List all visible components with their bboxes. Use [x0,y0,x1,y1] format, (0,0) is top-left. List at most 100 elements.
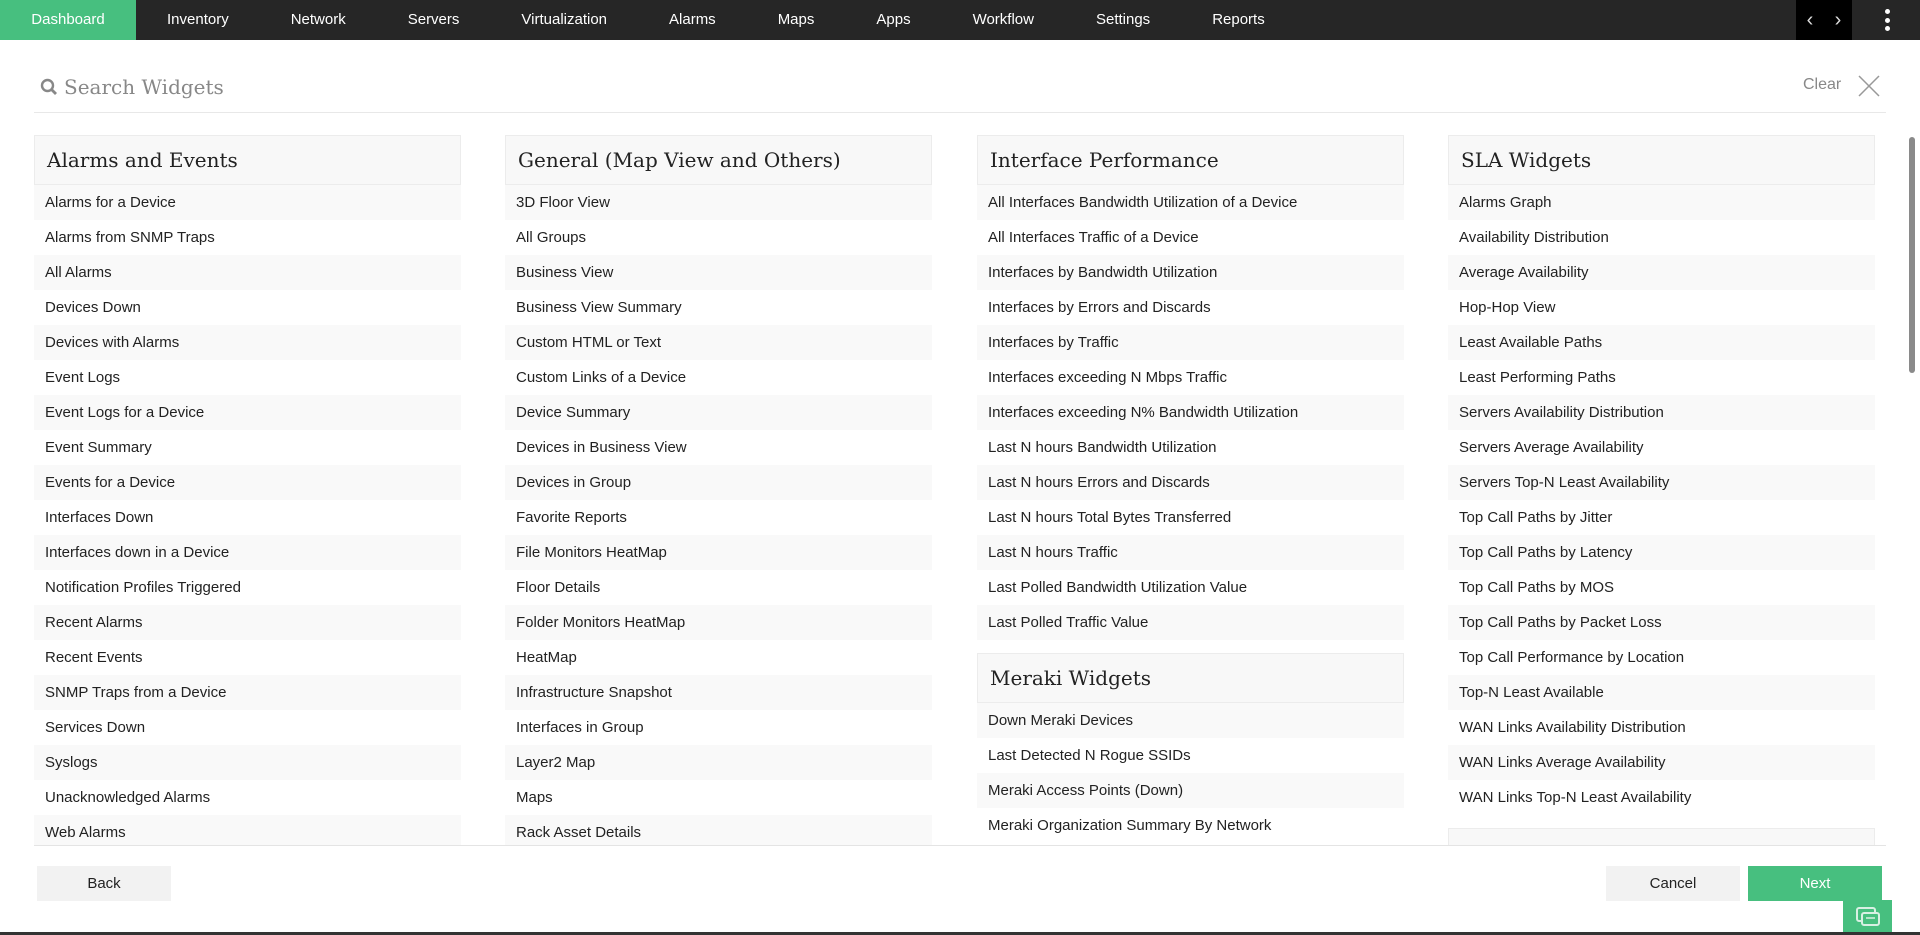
chevron-right-icon[interactable]: › [1834,8,1842,31]
widget-item[interactable]: Servers Top-N Least Availability [1448,465,1875,500]
widget-item[interactable]: Devices in Group [505,465,932,500]
widget-item[interactable]: Devices in Business View [516,439,687,456]
widget-item[interactable]: Last Polled Bandwidth Utilization Value [988,579,1248,596]
more-options-icon[interactable] [1878,6,1896,34]
nav-alarms[interactable]: Alarms [669,11,716,28]
widget-item[interactable]: Favorite Reports [516,509,627,526]
widget-item[interactable]: Last Detected N Rogue SSIDs [988,747,1191,764]
widget-item[interactable]: Availability Distribution [1459,229,1609,246]
nav-settings[interactable]: Settings [1095,11,1151,28]
widget-item[interactable]: WAN Links Top-N Least Availability [1459,789,1692,806]
widget-category: SLA Widgets Alarms Graph Availability Dist… [1448,135,1875,845]
clear-button[interactable]: Clear [1803,76,1842,93]
widget-item[interactable]: Top Call Paths by Jitter [1459,509,1613,526]
widget-item[interactable]: Down Meraki Devices [977,703,1404,738]
nav-servers[interactable]: Servers [407,11,460,28]
widget-item[interactable]: Unacknowledged Alarms [45,789,211,806]
widget-item[interactable]: SNMP Traps from a Device [34,675,461,710]
back-button[interactable]: Back [37,866,171,901]
widget-item[interactable]: 3D Floor View [505,185,932,220]
widget-item[interactable]: Meraki Access Points (Down) [977,773,1404,808]
nav-virtualization[interactable]: Virtualization [521,11,608,28]
widget-item[interactable]: Top Call Paths by Packet Loss [1448,605,1875,640]
widget-item[interactable]: File Monitors HeatMap [505,535,932,570]
widget-item[interactable]: Last N hours Errors and Discards [977,465,1404,500]
widget-item[interactable]: Recent Events [45,649,143,666]
widget-item[interactable]: Top Call Paths by MOS [1459,579,1615,596]
widget-item[interactable]: Interfaces down in a Device [34,535,461,570]
widget-item[interactable]: Last Polled Traffic Value [977,605,1404,640]
widget-item[interactable]: Events for a Device [34,465,461,500]
widget-item[interactable]: Least Performing Paths [1459,369,1616,386]
widget-item[interactable]: Event Summary [45,439,152,456]
nav-apps[interactable]: Apps [876,11,911,28]
widget-item[interactable]: Meraki Organization Summary By Network [988,817,1272,834]
widget-item[interactable]: Event Logs for a Device [34,395,461,430]
widget-item[interactable]: All Groups [516,229,587,246]
widget-item[interactable]: Interfaces by Errors and Discards [988,299,1211,316]
widget-item[interactable]: Least Available Paths [1448,325,1875,360]
widget-item[interactable]: Maps [516,789,553,806]
chevron-left-icon[interactable]: ‹ [1806,8,1814,31]
widget-item[interactable]: Servers Availability Distribution [1448,395,1875,430]
widget-item[interactable]: Infrastructure Snapshot [505,675,932,710]
widget-item[interactable]: HeatMap [516,649,577,666]
scrollbar[interactable] [1909,137,1915,373]
widget-item[interactable]: Average Availability [1448,255,1875,290]
widget-item[interactable]: Web Alarms [34,815,461,845]
nav-inventory[interactable]: Inventory [167,11,229,28]
widget-item[interactable]: Folder Monitors HeatMap [505,605,932,640]
widget-item[interactable]: Hop-Hop View [1459,299,1556,316]
widget-item[interactable]: Services Down [45,719,146,736]
nav-reports[interactable]: Reports [1212,11,1265,28]
nav-network[interactable]: Network [290,11,346,28]
widget-item[interactable]: Event Logs [45,369,121,386]
nav-workflow[interactable]: Workflow [972,11,1034,28]
widget-item[interactable]: Last N hours Total Bytes Transferred [988,509,1232,526]
widget-category: General (Map View and Others) 3D Floor Vi… [505,135,932,845]
widget-item[interactable]: Top Call Performance by Location [1459,649,1685,666]
widget-item[interactable]: Interfaces exceeding N% Bandwidth Utiliz… [977,395,1404,430]
widget-item[interactable]: All Alarms [34,255,461,290]
widget-item[interactable]: Alarms Graph [1448,185,1875,220]
widget-item[interactable]: Top-N Least Available [1448,675,1875,710]
category-header: SLA Widgets [1448,135,1875,185]
widget-item[interactable]: Layer2 Map [505,745,932,780]
widget-item[interactable]: Top Call Paths by Latency [1448,535,1875,570]
widget-item[interactable]: Interfaces by Bandwidth Utilization [977,255,1404,290]
next-button[interactable]: Next [1748,866,1882,901]
widget-item[interactable]: Business View [505,255,932,290]
widget-item[interactable]: Devices with Alarms [34,325,461,360]
nav-dashboard[interactable]: Dashboard [0,0,136,40]
cancel-button[interactable]: Cancel [1606,866,1740,901]
widget-item[interactable]: Last N hours Bandwidth Utilization [988,439,1217,456]
search-icon [40,78,57,95]
widget-item[interactable]: All Interfaces Bandwidth Utilization of … [977,185,1404,220]
close-icon[interactable] [1858,75,1880,97]
widget-item[interactable]: Last N hours Traffic [977,535,1404,570]
widget-item[interactable]: Interfaces in Group [516,719,644,736]
widget-item[interactable]: Interfaces by Traffic [977,325,1404,360]
widget-item[interactable]: Syslogs [34,745,461,780]
widget-item[interactable]: Servers Average Availability [1459,439,1644,456]
widget-item[interactable]: WAN Links Average Availability [1448,745,1875,780]
widget-item[interactable]: Alarms from SNMP Traps [45,229,215,246]
widget-list: Alarms for a Device Alarms from SNMP Trap… [34,185,461,845]
widget-item[interactable]: Business View Summary [516,299,682,316]
search-input[interactable] [64,75,664,99]
widget-item[interactable]: Device Summary [505,395,932,430]
widget-item[interactable]: Recent Alarms [34,605,461,640]
widget-item[interactable]: Floor Details [516,579,601,596]
widget-item[interactable]: Custom HTML or Text [505,325,932,360]
widget-item[interactable]: Custom Links of a Device [516,369,687,386]
widget-item[interactable]: Devices Down [45,299,141,316]
widget-item[interactable]: Interfaces Down [45,509,154,526]
widget-item[interactable]: Alarms for a Device [34,185,461,220]
widget-item[interactable]: WAN Links Availability Distribution [1459,719,1686,736]
widget-item[interactable]: Rack Asset Details [505,815,932,845]
nav-maps[interactable]: Maps [777,11,815,28]
chat-button[interactable] [1843,900,1892,935]
widget-item[interactable]: Notification Profiles Triggered [45,579,241,596]
widget-item[interactable]: Interfaces exceeding N Mbps Traffic [988,369,1228,386]
widget-item[interactable]: All Interfaces Traffic of a Device [988,229,1199,246]
